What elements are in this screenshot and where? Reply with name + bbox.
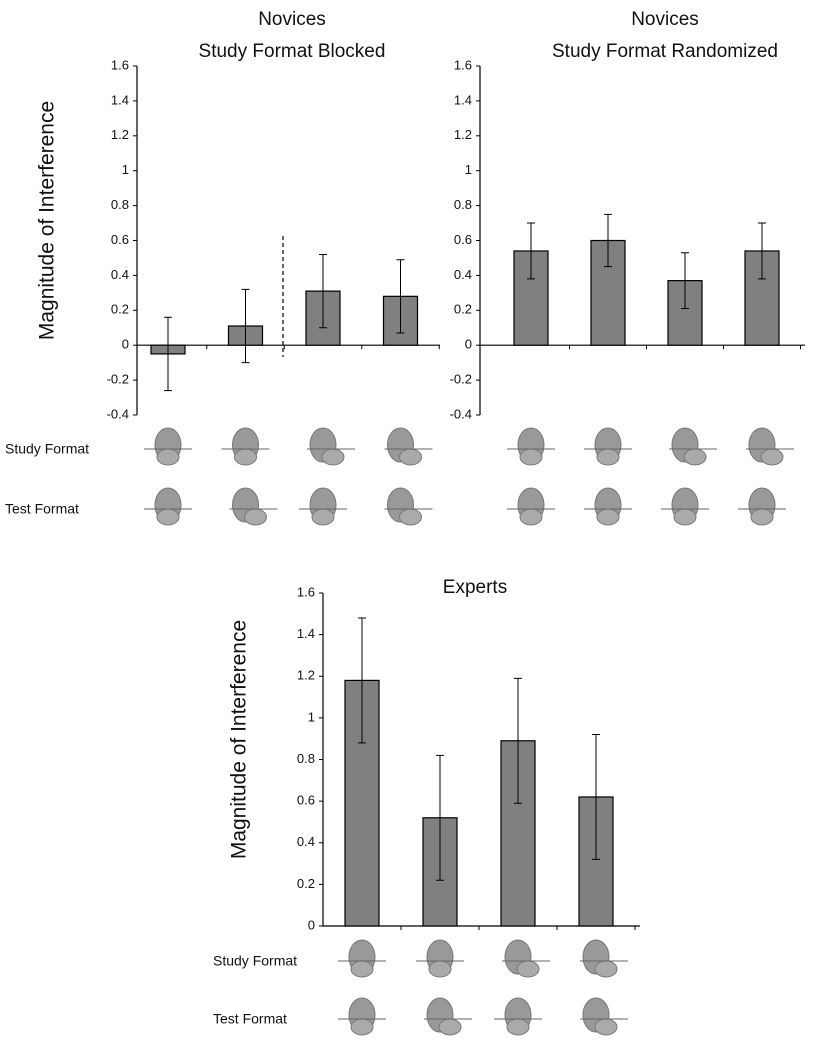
error-bar	[514, 677, 522, 804]
row-label: Study Format	[213, 953, 297, 969]
y-tick-label: 0.2	[111, 302, 129, 317]
face-icon	[156, 508, 180, 526]
error-bar	[319, 253, 327, 329]
y-tick-label: 0.2	[297, 876, 315, 891]
face-icon	[399, 448, 422, 466]
y-tick-label: -0.4	[450, 406, 472, 421]
face-icon	[506, 1018, 530, 1036]
face-icon	[519, 448, 543, 466]
error-bar	[358, 617, 366, 744]
y-tick-label: -0.2	[450, 372, 472, 387]
y-tick-label: 0.4	[297, 834, 315, 849]
face-icon	[596, 448, 620, 466]
face-icon	[594, 1018, 618, 1036]
y-tick-label: -0.4	[107, 406, 129, 421]
y-tick-label: 0.4	[111, 267, 129, 282]
chart-subtitle: Study Format Blocked	[199, 41, 386, 62]
y-tick-label: 1.6	[454, 57, 472, 72]
bar	[744, 250, 780, 346]
face-icon	[750, 508, 774, 526]
error-bar	[758, 222, 766, 280]
y-tick-label: 0.8	[111, 197, 129, 212]
error-bar	[592, 734, 600, 860]
face-icon	[350, 1018, 374, 1036]
bar	[344, 679, 380, 927]
face-icon	[594, 960, 618, 978]
y-tick-label: 0.6	[111, 232, 129, 247]
row-label: Study Format	[5, 441, 89, 457]
error-bar	[396, 259, 405, 334]
row-label: Test Format	[213, 1011, 287, 1027]
face-icon	[234, 448, 257, 466]
y-tick-label: 1.2	[111, 127, 129, 142]
y-tick-label: 1.2	[454, 127, 472, 142]
face-icon	[311, 508, 335, 526]
y-tick-label: 1.6	[111, 57, 129, 72]
y-tick-label: 0	[122, 337, 129, 352]
y-tick-label: 0.8	[454, 197, 472, 212]
y-tick-label: 1	[122, 162, 129, 177]
face-icon	[244, 508, 267, 526]
error-bar	[527, 222, 535, 280]
face-icon	[438, 1018, 462, 1036]
face-icon	[760, 448, 784, 466]
y-tick-label: 1	[308, 709, 315, 724]
face-icon	[673, 508, 697, 526]
y-tick-label: 0	[465, 337, 472, 352]
chart-title: Novices	[258, 9, 326, 30]
face-icon	[156, 448, 180, 466]
y-tick-label: -0.2	[107, 372, 129, 387]
face-icon	[683, 448, 707, 466]
y-tick-label: 1.2	[297, 668, 315, 683]
y-tick-label: 0.6	[297, 793, 315, 808]
error-bar	[164, 316, 172, 392]
error-bar	[436, 754, 444, 881]
y-tick-label: 1	[465, 162, 472, 177]
y-tick-label: 0.4	[454, 267, 472, 282]
face-icon	[519, 508, 543, 526]
error-bar	[241, 288, 250, 364]
face-icon	[596, 508, 620, 526]
chart-subtitle: Study Format Randomized	[552, 41, 778, 62]
y-tick-label: 1.4	[454, 92, 472, 107]
face-icon	[428, 960, 452, 978]
y-tick-label: 0	[308, 917, 315, 932]
face-icon	[350, 960, 374, 978]
error-bar	[604, 213, 612, 268]
y-tick-label: 1.6	[297, 584, 315, 599]
y-tick-label: 0.2	[454, 302, 472, 317]
chart-title: Experts	[443, 577, 507, 598]
y-tick-label: 0.6	[454, 232, 472, 247]
face-icon	[321, 448, 345, 466]
face-icon	[399, 508, 422, 526]
y-tick-label: 1.4	[297, 626, 315, 641]
y-tick-label: 1.4	[111, 92, 129, 107]
y-tick-label: 0.8	[297, 751, 315, 766]
y-axis-label: Magnitude of Interference	[36, 101, 59, 340]
chart-title: Novices	[631, 9, 699, 30]
y-axis-label: Magnitude of Interference	[228, 620, 251, 859]
error-bar	[681, 252, 689, 310]
face-icon	[516, 960, 540, 978]
row-label: Test Format	[5, 501, 79, 517]
